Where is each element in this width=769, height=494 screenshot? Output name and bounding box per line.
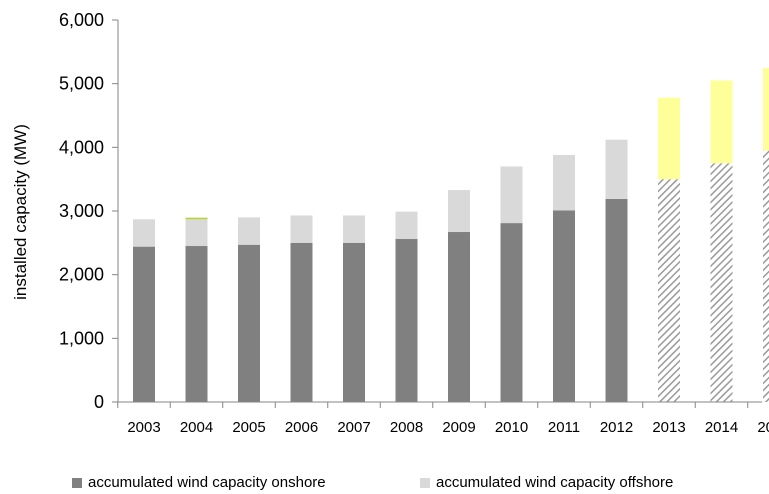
bar-2009-series-0	[448, 232, 470, 402]
y-tick-label: 3,000	[59, 201, 104, 221]
bars-layer	[133, 67, 769, 402]
bar-2007-series-1	[343, 215, 365, 243]
legend-swatch-onshore	[72, 477, 82, 488]
x-tick-label: 2013	[652, 419, 685, 436]
bar-2006-series-0	[290, 242, 313, 402]
bar-2013-series-4	[658, 97, 680, 180]
y-tick-label: 4,000	[59, 137, 104, 157]
bar-2011-series-1	[553, 154, 575, 211]
x-tick-label: 2012	[600, 419, 633, 436]
bar-2011-series-0	[553, 210, 575, 402]
axes: 0 1,000 2,000 3,000 4,000 5,000 6,000 2003 2004 2…	[59, 10, 769, 436]
bar-2004-series-0	[185, 246, 208, 402]
y-tick-label: 0	[94, 392, 104, 412]
bar-2015-series-3	[763, 150, 769, 402]
y-tick-label: 2,000	[59, 265, 104, 285]
bar-2003-series-0	[133, 246, 155, 402]
bar-2004-series-2	[185, 217, 208, 220]
legend-swatch-offshore	[420, 477, 430, 488]
bar-2005-series-1	[238, 217, 260, 245]
bar-2012-series-1	[605, 139, 628, 199]
bar-2010-series-1	[500, 166, 523, 224]
legend-item-offshore: accumulated wind capacity offshore	[420, 474, 673, 491]
legend: accumulated wind capacity onshore accumu…	[72, 474, 769, 494]
legend-label-offshore: accumulated wind capacity offshore	[436, 474, 674, 491]
bar-2009-series-1	[448, 189, 470, 233]
x-tick-label: 2010	[495, 419, 528, 436]
x-tick-label: 2007	[337, 419, 370, 436]
x-tick-label: 2008	[390, 419, 423, 436]
y-tick-label: 1,000	[59, 328, 104, 348]
bar-2005-series-0	[238, 244, 260, 402]
legend-item-onshore: accumulated wind capacity onshore	[72, 474, 326, 491]
x-tick-label: 2009	[442, 419, 475, 436]
bar-2004-series-1	[185, 219, 208, 247]
x-tick-label: 2005	[232, 419, 265, 436]
x-tick-label: 2014	[705, 419, 738, 436]
bar-2008-series-0	[395, 239, 418, 402]
bar-2013-series-3	[658, 179, 680, 402]
y-tick-label: 6,000	[59, 10, 104, 30]
bar-2012-series-0	[605, 198, 628, 402]
x-tick-label: 2006	[285, 419, 318, 436]
legend-label-onshore: accumulated wind capacity onshore	[88, 474, 326, 491]
x-tick-label: 2011	[548, 419, 580, 436]
bar-2014-series-4	[710, 80, 733, 164]
bar-2007-series-0	[343, 242, 365, 402]
bar-2006-series-1	[290, 215, 313, 243]
bar-2003-series-1	[133, 219, 155, 247]
x-tick-label: 2015	[757, 419, 769, 436]
y-axis-title: installed capacity (MW)	[11, 124, 30, 300]
x-tick-label: 2003	[127, 419, 160, 436]
bar-2008-series-1	[395, 211, 418, 240]
bar-2015-series-4	[763, 67, 769, 151]
x-tick-label: 2004	[180, 419, 213, 436]
bar-2014-series-3	[710, 163, 733, 402]
bar-2010-series-0	[500, 223, 523, 402]
y-tick-label: 5,000	[59, 74, 104, 94]
